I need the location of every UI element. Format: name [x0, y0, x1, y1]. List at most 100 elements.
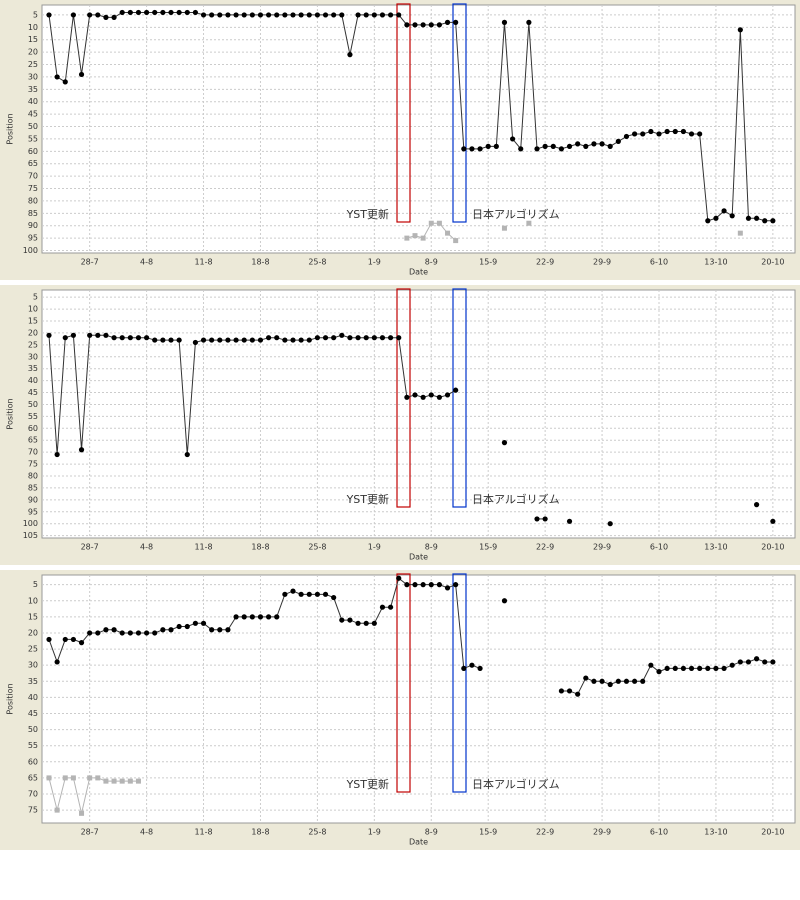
data-point [566, 143, 573, 149]
data-point [184, 451, 190, 458]
data-point [306, 12, 312, 18]
data-point [754, 656, 760, 662]
data-point [62, 335, 68, 341]
data-point [160, 627, 166, 633]
data-point [233, 12, 239, 18]
x-axis-title: Date [409, 268, 428, 277]
data-point [111, 14, 117, 20]
data-point [355, 12, 361, 18]
data-point [672, 665, 678, 672]
x-tick-label: 28-7 [81, 543, 99, 552]
data-point [436, 22, 442, 28]
data-point [754, 502, 760, 508]
data-point [347, 335, 353, 341]
data-point [656, 669, 662, 675]
data-point [355, 335, 361, 341]
data-point [87, 630, 93, 636]
data-point [542, 516, 548, 522]
data-point [249, 12, 255, 18]
x-tick-label: 25-8 [308, 258, 326, 267]
data-point [78, 447, 85, 453]
y-axis-title: Position [6, 398, 15, 429]
data-point [688, 665, 695, 672]
y-tick-label: 40 [28, 693, 38, 702]
data-point [575, 691, 581, 697]
data-point [103, 778, 109, 784]
data-point [225, 12, 231, 18]
y-tick-label: 60 [28, 424, 38, 433]
data-point [404, 235, 410, 241]
data-point [648, 128, 654, 135]
y-tick-label: 45 [28, 388, 38, 397]
data-point [729, 213, 735, 219]
data-point [322, 591, 329, 597]
data-point [233, 337, 239, 343]
x-tick-label: 29-9 [593, 543, 611, 552]
y-tick-label: 25 [28, 340, 38, 349]
x-tick-label: 11-8 [194, 828, 212, 837]
data-point [396, 335, 402, 341]
data-point [697, 665, 703, 672]
data-point [322, 335, 329, 341]
data-point [705, 218, 711, 224]
y-tick-label: 75 [28, 460, 38, 469]
y-tick-label: 20 [28, 628, 38, 637]
y-tick-label: 70 [28, 448, 38, 457]
annotation-box [452, 288, 467, 508]
y-tick-label: 60 [28, 147, 38, 156]
data-point [144, 335, 150, 341]
data-point [241, 337, 247, 343]
data-point [78, 71, 85, 78]
data-point [672, 128, 678, 135]
data-point [599, 678, 605, 684]
data-point [664, 665, 670, 672]
plot-area [41, 4, 796, 254]
data-point [347, 52, 353, 58]
data-point [404, 22, 410, 28]
data-point [477, 146, 483, 152]
data-point [314, 335, 320, 341]
data-point [420, 22, 426, 28]
x-tick-label: 13-10 [704, 543, 727, 552]
data-point [583, 143, 589, 149]
data-point [444, 392, 451, 398]
data-point [331, 12, 337, 18]
data-point [225, 627, 231, 633]
data-point [152, 337, 158, 343]
data-point [518, 146, 524, 152]
data-point [62, 775, 68, 781]
x-tick-label: 18-8 [251, 543, 269, 552]
y-tick-label: 85 [28, 483, 38, 492]
x-tick-label: 20-10 [761, 828, 784, 837]
data-point [135, 630, 142, 636]
data-point [550, 143, 556, 149]
data-point [54, 659, 60, 665]
data-point [754, 215, 760, 221]
data-point [209, 627, 215, 633]
data-point [640, 131, 646, 137]
x-tick-label: 11-8 [194, 543, 212, 552]
data-point [331, 335, 337, 341]
data-point [412, 233, 418, 239]
data-point [200, 12, 207, 18]
data-point [331, 594, 337, 601]
data-point [314, 591, 320, 597]
x-tick-label: 1-9 [368, 258, 381, 267]
y-axis-title: Position [6, 683, 15, 714]
annotation-box [396, 3, 411, 223]
annotation-label: YST更新 [346, 207, 389, 221]
data-point [404, 582, 410, 588]
data-point [111, 335, 117, 341]
annotation-label: 日本アルゴリズム [472, 777, 560, 791]
data-point [70, 332, 76, 338]
data-point [54, 807, 60, 813]
data-point [127, 9, 133, 16]
data-point [599, 141, 605, 147]
data-point [135, 9, 142, 16]
data-point [566, 518, 573, 524]
data-point [705, 665, 711, 672]
data-point [615, 678, 621, 684]
data-point [168, 337, 174, 343]
x-tick-label: 8-9 [425, 828, 438, 837]
